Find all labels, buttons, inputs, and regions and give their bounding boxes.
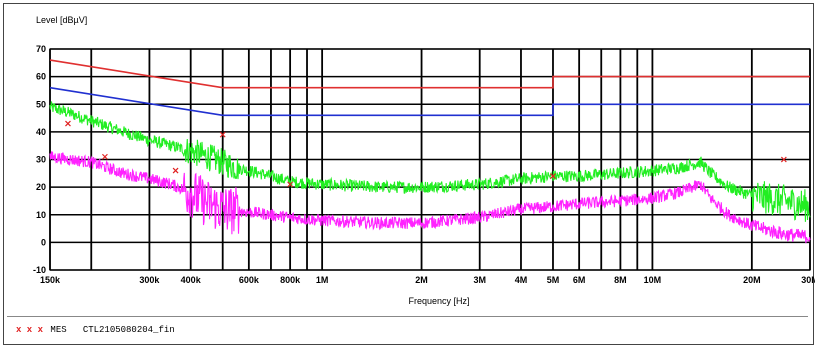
x-tick-label: 10M xyxy=(644,275,662,285)
limit-line xyxy=(49,59,810,89)
final-measurement-marker xyxy=(219,131,226,138)
marker-legend-symbols: x x x xyxy=(16,325,44,335)
measurement-trace xyxy=(49,151,811,244)
footer-divider xyxy=(7,316,808,317)
y-tick-label: 40 xyxy=(36,127,46,137)
chart-frame: 70 60 50 40 30 20 10 0 -10 150k 300k 400k 600k 800k 1M… xyxy=(3,3,815,345)
y-tick-label: 70 xyxy=(36,44,46,54)
final-measurement-marker xyxy=(287,181,294,188)
final-measurement-marker xyxy=(102,153,108,160)
footer-legend: x x x MES CTL2105080204_fin xyxy=(16,325,175,335)
limit-line xyxy=(49,86,810,117)
markers-group xyxy=(65,120,787,188)
x-tick-label: 300k xyxy=(139,275,160,285)
x-tick-label: 800k xyxy=(280,275,301,285)
y-tick-label: -10 xyxy=(33,265,46,275)
final-measurement-marker xyxy=(65,120,71,127)
y-tick-label: 10 xyxy=(36,210,46,220)
x-tick-label: 4M xyxy=(515,275,528,285)
x-axis-label: Frequency [Hz] xyxy=(408,296,469,306)
y-tick-label: 20 xyxy=(36,182,46,192)
y-tick-label: 50 xyxy=(36,99,46,109)
y-axis-label: Level [dBµV] xyxy=(36,15,87,25)
grid xyxy=(49,48,811,271)
y-tick-label: 60 xyxy=(36,72,46,82)
x-tick-label: 30M xyxy=(801,275,815,285)
x-tick-label: 8M xyxy=(614,275,627,285)
y-tick-label: 0 xyxy=(41,237,46,247)
measurement-trace xyxy=(49,101,811,222)
marker-legend-text: MES CTL2105080204_fin xyxy=(50,325,175,335)
x-tick-label: 1M xyxy=(316,275,329,285)
x-tick-label: 2M xyxy=(415,275,428,285)
series-group xyxy=(49,59,811,244)
y-tick-label: 30 xyxy=(36,155,46,165)
final-measurement-marker xyxy=(780,156,787,163)
x-tick-label: 20M xyxy=(743,275,761,285)
final-measurement-marker xyxy=(172,167,179,174)
x-tick-label: 6M xyxy=(573,275,586,285)
x-tick-label: 5M xyxy=(547,275,560,285)
x-tick-label: 3M xyxy=(473,275,486,285)
x-tick-label: 600k xyxy=(239,275,260,285)
final-measurement-marker xyxy=(550,173,556,179)
x-tick-label: 150k xyxy=(40,275,61,285)
x-tick-label: 400k xyxy=(181,275,202,285)
